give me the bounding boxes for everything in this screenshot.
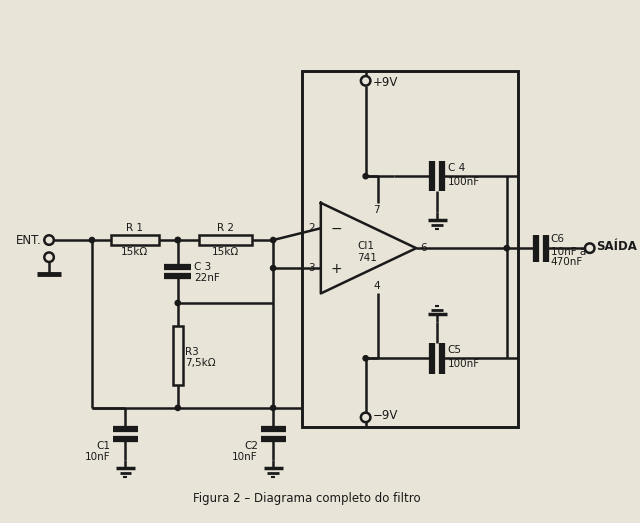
- Circle shape: [361, 76, 371, 86]
- Circle shape: [270, 265, 276, 271]
- Text: −: −: [330, 222, 342, 236]
- Text: 100nF: 100nF: [447, 359, 480, 369]
- Text: CI1: CI1: [357, 241, 374, 251]
- Circle shape: [175, 237, 181, 243]
- Text: ENT.: ENT.: [16, 234, 42, 246]
- Circle shape: [88, 237, 95, 243]
- Circle shape: [175, 404, 181, 411]
- Text: 10nF: 10nF: [84, 452, 110, 462]
- Text: C 4: C 4: [447, 163, 465, 173]
- Text: Figura 2 – Diagrama completo do filtro: Figura 2 – Diagrama completo do filtro: [193, 492, 420, 505]
- Text: 7: 7: [373, 206, 380, 215]
- Text: 15kΩ: 15kΩ: [212, 247, 239, 257]
- Text: 470nF: 470nF: [550, 257, 583, 267]
- Bar: [199, 235, 252, 245]
- Text: 22nF: 22nF: [194, 273, 220, 283]
- Text: 15kΩ: 15kΩ: [121, 247, 148, 257]
- Circle shape: [44, 253, 54, 262]
- Text: C 3: C 3: [194, 262, 211, 272]
- Circle shape: [585, 243, 595, 253]
- Text: 100nF: 100nF: [447, 177, 480, 187]
- Text: C2: C2: [244, 440, 258, 450]
- Circle shape: [362, 355, 369, 361]
- Text: +: +: [330, 262, 342, 276]
- Circle shape: [270, 237, 276, 243]
- Text: 7,5kΩ: 7,5kΩ: [186, 358, 216, 368]
- Text: 3: 3: [308, 263, 315, 273]
- Circle shape: [361, 413, 371, 422]
- Text: R 2: R 2: [217, 223, 234, 233]
- Text: 4: 4: [373, 281, 380, 291]
- Text: C1: C1: [96, 440, 110, 450]
- Text: R3: R3: [186, 347, 199, 357]
- Bar: [301, 71, 518, 427]
- Circle shape: [175, 237, 181, 243]
- Bar: [111, 235, 159, 245]
- Text: 10nF a: 10nF a: [550, 247, 586, 257]
- Text: +9V: +9V: [372, 76, 397, 89]
- Text: R 1: R 1: [126, 223, 143, 233]
- Text: 2: 2: [308, 223, 315, 233]
- Text: 10nF: 10nF: [232, 452, 258, 462]
- Circle shape: [504, 245, 510, 252]
- Circle shape: [175, 300, 181, 306]
- Circle shape: [362, 173, 369, 179]
- Text: C5: C5: [447, 345, 461, 355]
- Text: −9V: −9V: [372, 409, 397, 422]
- Text: 6: 6: [420, 243, 427, 253]
- Circle shape: [44, 235, 54, 245]
- Text: C6: C6: [550, 234, 564, 244]
- Bar: [173, 326, 182, 385]
- Text: 741: 741: [357, 253, 377, 263]
- Circle shape: [270, 404, 276, 411]
- Text: SAÍDA: SAÍDA: [596, 240, 637, 253]
